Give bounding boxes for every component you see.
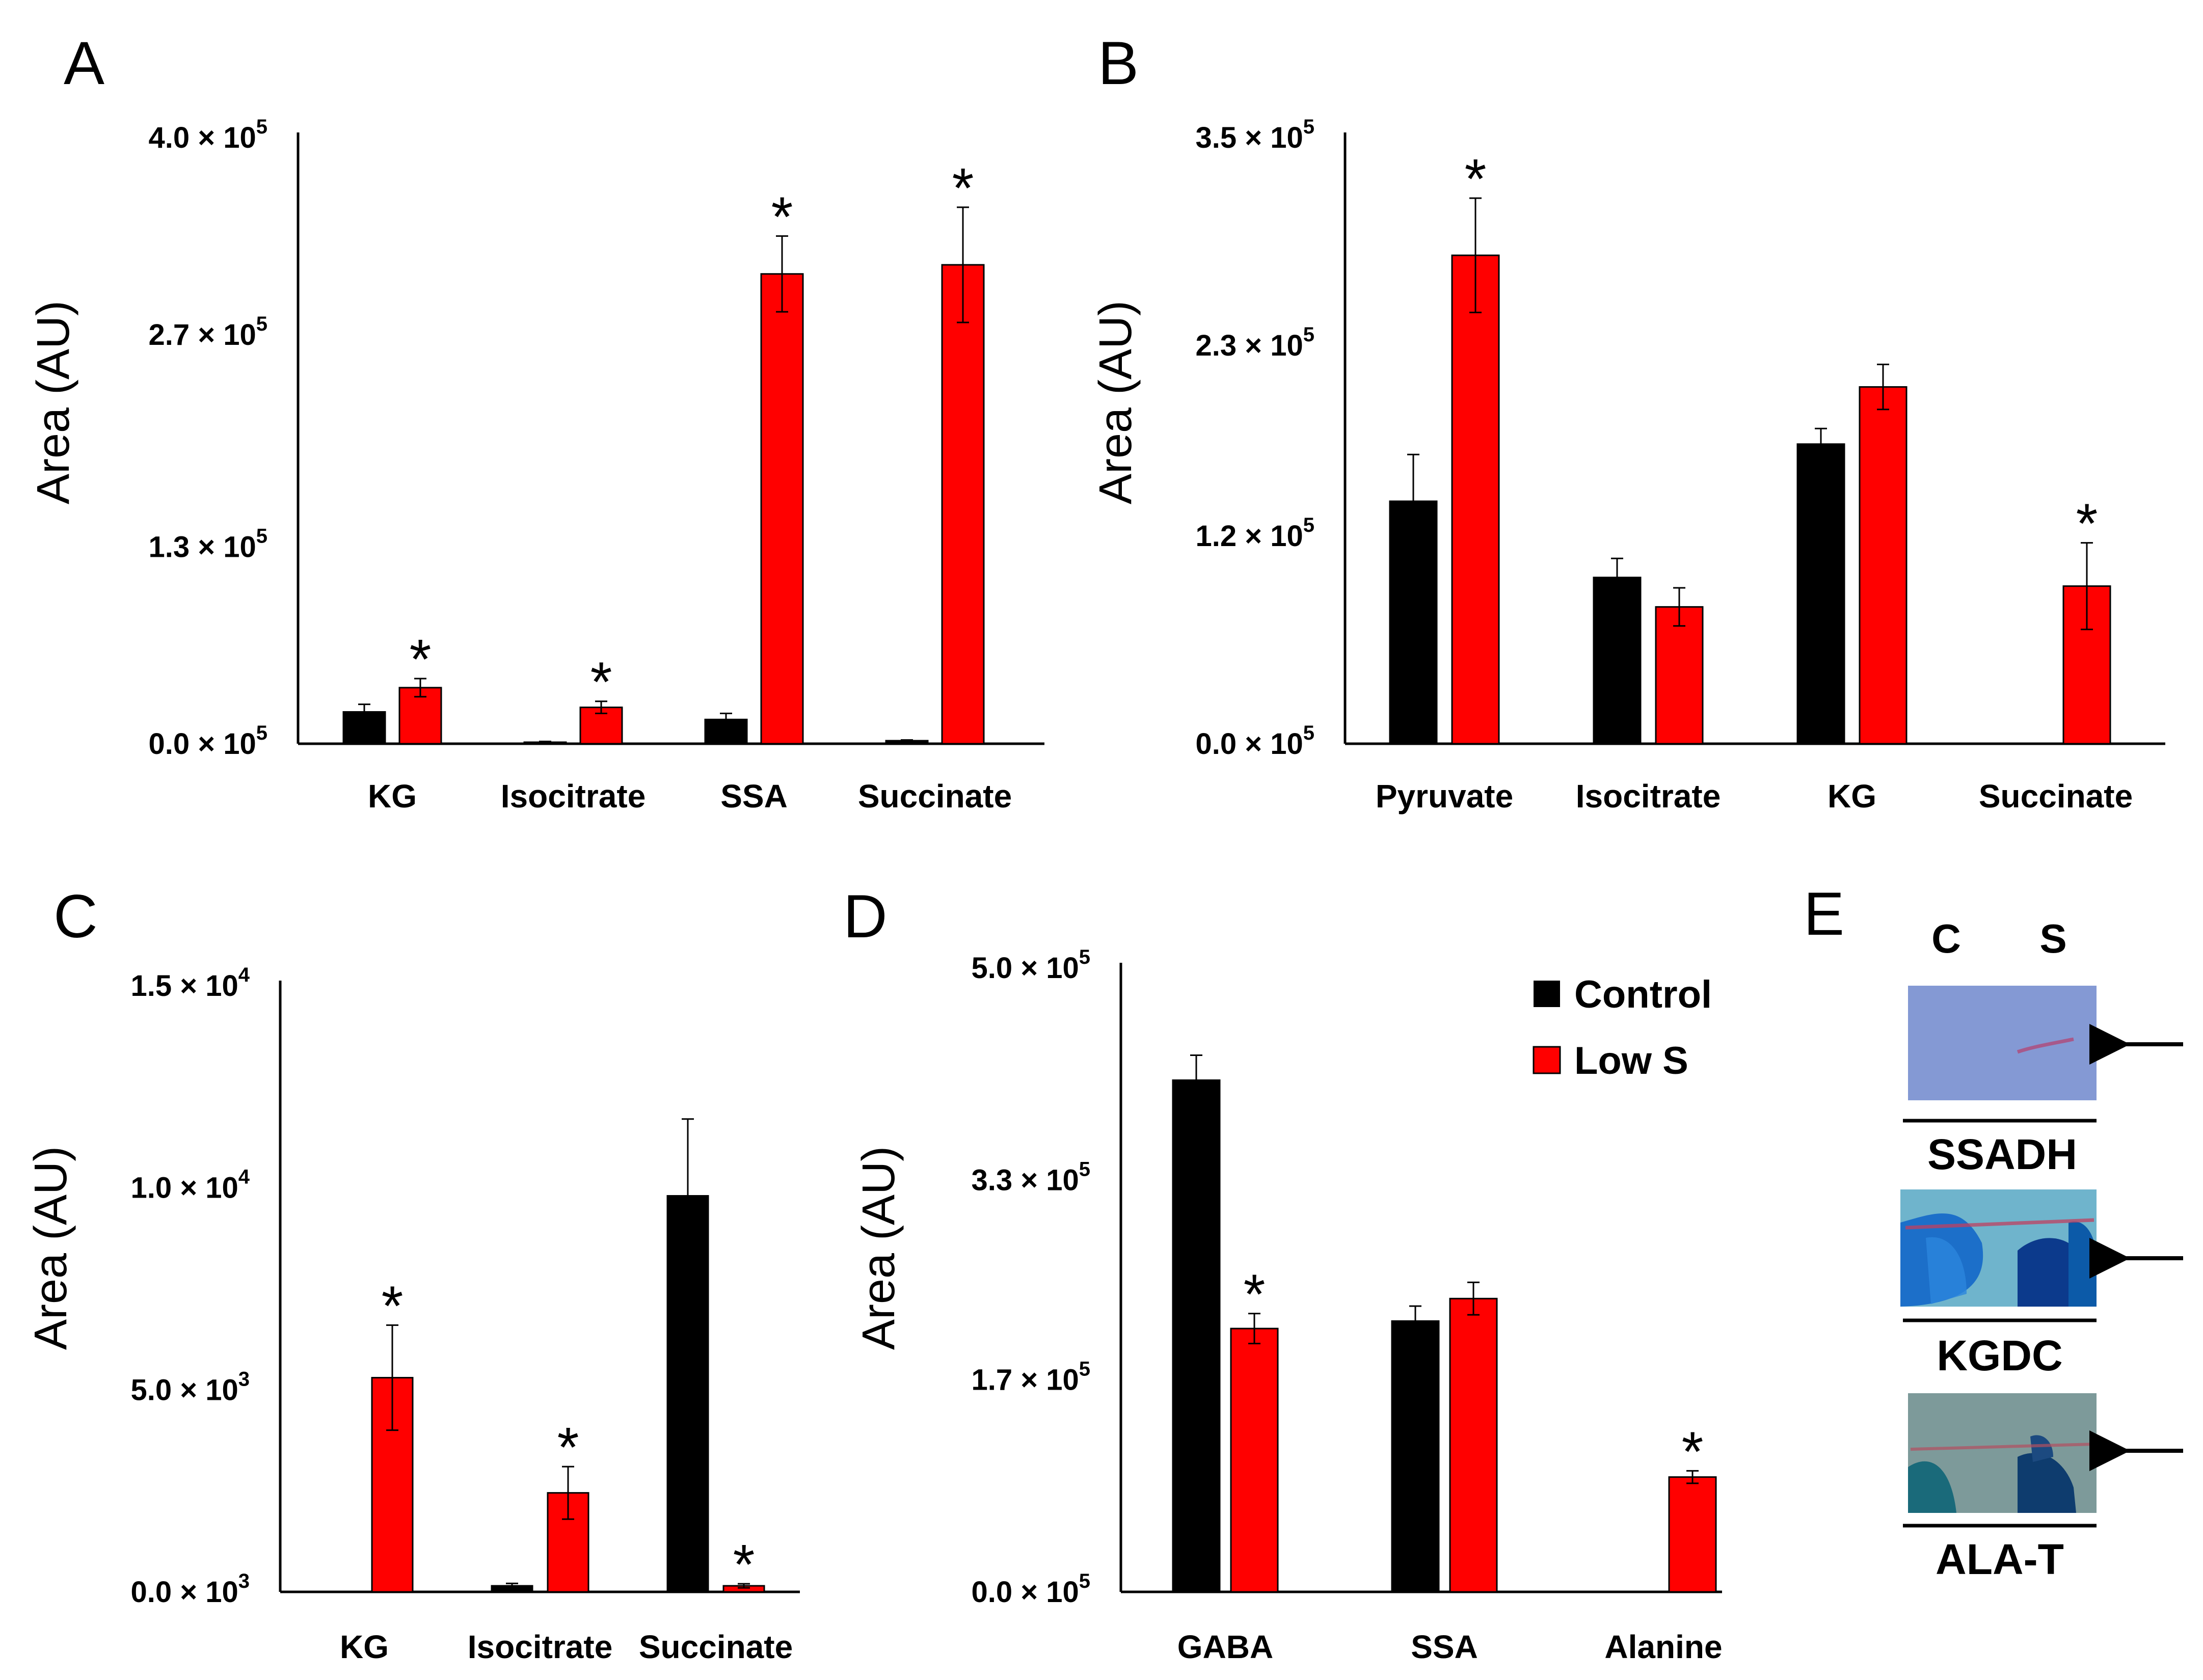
y-tick-label: 0.0 × 103 — [131, 1570, 250, 1609]
category-label: Succinate — [639, 1629, 793, 1665]
significance-star: * — [2076, 493, 2098, 555]
category-label: SSA — [720, 778, 788, 815]
significance-star: * — [557, 1416, 579, 1479]
y-tick-label: 3.3 × 105 — [972, 1158, 1091, 1197]
chart-panel-d: 0.0 × 105 1.7 × 105 3.3 × 105 5.0 × 105 * GAB… — [972, 946, 1723, 1665]
bar-control-gaba — [1172, 1079, 1221, 1593]
category-label: KG — [1828, 778, 1876, 815]
y-axis-title-d: Area (AU) — [853, 1146, 904, 1350]
bar-control-isocitrate — [1593, 577, 1642, 745]
blot-kgdc: KGDC — [1900, 1189, 2183, 1379]
blot-label-ala-t: ALA-T — [1936, 1535, 2064, 1583]
panel-label-e: E — [1804, 880, 1844, 948]
category-label: Isocitrate — [501, 778, 646, 815]
significance-star: * — [1244, 1263, 1266, 1326]
y-tick-label: 5.0 × 103 — [131, 1368, 250, 1406]
y-tick-label: 2.3 × 105 — [1196, 323, 1315, 362]
legend-swatch-control — [1534, 981, 1560, 1007]
panel-label-c: C — [53, 882, 98, 951]
bar-low-s-pyruvate — [1451, 254, 1500, 745]
y-tick-label: 0.0 × 105 — [1196, 722, 1315, 761]
bar-low-s-ssa — [760, 273, 804, 745]
bar-low-s-ssa — [1449, 1297, 1498, 1593]
category-label: Pyruvate — [1376, 778, 1513, 815]
y-tick-label: 3.5 × 105 — [1196, 116, 1315, 154]
legend-label-low-s: Low S — [1574, 1039, 1688, 1082]
significance-star: * — [410, 628, 432, 691]
significance-star: * — [733, 1533, 755, 1596]
lane-label-c: C — [1931, 916, 1961, 961]
significance-star: * — [1682, 1420, 1704, 1483]
panel-label-d: D — [843, 882, 888, 951]
blot-label-kgdc: KGDC — [1937, 1332, 2062, 1379]
category-label: Isocitrate — [1576, 778, 1721, 815]
y-tick-label: 1.3 × 105 — [149, 525, 268, 563]
blot-ala-t: ALA-T — [1903, 1393, 2183, 1583]
category-label: SSA — [1411, 1629, 1478, 1665]
y-axis-title-b: Area (AU) — [1090, 301, 1141, 504]
y-tick-label: 5.0 × 105 — [972, 946, 1091, 985]
category-label: Alanine — [1604, 1629, 1722, 1665]
bar-control-ssa — [1391, 1320, 1440, 1593]
legend-label-control: Control — [1574, 973, 1712, 1016]
category-label: Succinate — [858, 778, 1012, 815]
category-label: KG — [368, 778, 417, 815]
panel-label-a: A — [64, 29, 104, 97]
bar-control-kg — [1796, 443, 1845, 745]
legend: Control Low S — [1533, 973, 1712, 1082]
significance-star: * — [1465, 148, 1487, 210]
category-label: Succinate — [1979, 778, 2133, 815]
chart-panel-c: 0.0 × 103 5.0 × 103 1.0 × 104 1.5 × 104 * KG *… — [131, 964, 800, 1665]
panel-e-blots: C S SSADH KGDC — [1900, 916, 2183, 1583]
bar-low-s-kg — [398, 687, 442, 745]
significance-star: * — [590, 651, 612, 714]
chart-panel-b: 0.0 × 105 1.2 × 105 2.3 × 105 3.5 × 105 * Pyr… — [1196, 116, 2165, 815]
y-tick-label: 1.7 × 105 — [972, 1358, 1091, 1397]
bar-low-s-gaba — [1230, 1327, 1279, 1593]
y-tick-label: 1.0 × 104 — [131, 1166, 250, 1205]
y-tick-label: 0.0 × 105 — [972, 1570, 1091, 1609]
bar-low-s-isocitrate — [579, 707, 623, 745]
y-axis-title-a: Area (AU) — [28, 301, 79, 504]
blot-label-ssadh: SSADH — [1927, 1130, 2077, 1178]
lane-label-s: S — [2039, 916, 2066, 961]
y-tick-label: 2.7 × 105 — [149, 313, 268, 351]
y-axis-title-c: Area (AU) — [25, 1146, 76, 1350]
y-tick-label: 4.0 × 105 — [149, 116, 268, 154]
y-tick-label: 1.2 × 105 — [1196, 514, 1315, 553]
significance-star: * — [382, 1275, 404, 1337]
blot-ssadh: SSADH — [1903, 986, 2183, 1178]
category-label: Isocitrate — [468, 1629, 613, 1665]
bar-low-s-isocitrate — [1655, 606, 1704, 745]
significance-star: * — [952, 157, 974, 220]
category-label: KG — [340, 1629, 389, 1665]
category-label: GABA — [1177, 1629, 1273, 1665]
bar-low-s-alanine — [1668, 1476, 1717, 1593]
significance-star: * — [771, 185, 793, 248]
y-tick-label: 1.5 × 104 — [131, 964, 250, 1002]
legend-swatch-low-s — [1533, 1046, 1561, 1074]
y-tick-label: 0.0 × 105 — [149, 722, 268, 761]
bar-low-s-succinate — [941, 264, 985, 745]
bar-low-s-kg — [1859, 386, 1908, 745]
panel-label-b: B — [1098, 29, 1139, 97]
chart-panel-a: 0.0 × 105 1.3 × 105 2.7 × 105 4.0 × 105 * KG *… — [149, 116, 1044, 815]
